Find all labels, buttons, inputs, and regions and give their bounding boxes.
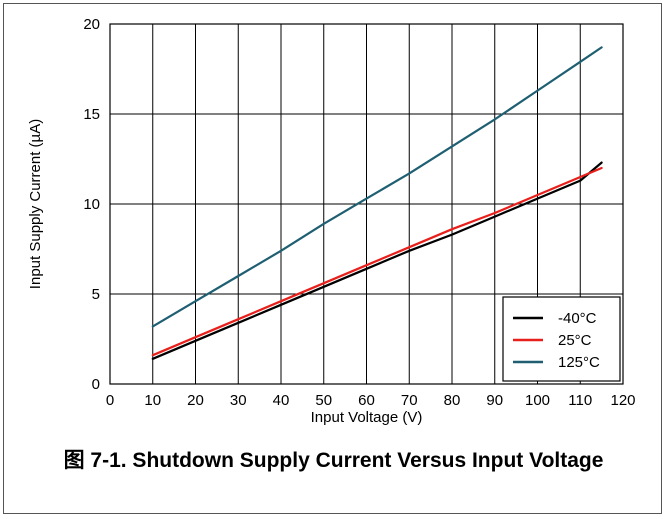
y-tick-label: 10 xyxy=(83,196,100,213)
y-tick-label: 15 xyxy=(83,106,100,123)
x-tick-label: 100 xyxy=(525,392,550,409)
x-tick-label: 0 xyxy=(106,392,114,409)
series-line xyxy=(151,161,603,360)
figure-caption: 图 7-1. Shutdown Supply Current Versus In… xyxy=(63,449,604,472)
y-axis-ticks: 0 5 10 15 20 xyxy=(83,16,100,393)
x-tick-label: 10 xyxy=(144,392,161,409)
y-tick-label: 20 xyxy=(83,16,100,33)
x-tick-label: 60 xyxy=(358,392,375,409)
y-tick-label: 5 xyxy=(92,286,100,303)
plot-border xyxy=(109,23,624,385)
y-tick-label: 0 xyxy=(92,376,100,393)
x-tick-label: 90 xyxy=(486,392,503,409)
x-tick-label: 50 xyxy=(315,392,332,409)
x-tick-label: 70 xyxy=(401,392,418,409)
figure-frame xyxy=(3,3,662,514)
y-axis-label: Input Supply Current (µA) xyxy=(27,119,44,289)
legend-label: 25°C xyxy=(558,332,592,349)
x-tick-label: 120 xyxy=(610,392,635,409)
series-lines xyxy=(151,46,603,360)
x-tick-label: 20 xyxy=(187,392,204,409)
grid xyxy=(110,24,623,384)
legend-label: -40°C xyxy=(558,310,597,327)
x-tick-label: 80 xyxy=(444,392,461,409)
legend: -40°C 25°C 125°C xyxy=(502,296,621,382)
x-tick-label: 110 xyxy=(568,392,592,409)
x-axis-ticks: 0 10 20 30 40 50 60 70 80 90 100 110 120 xyxy=(106,392,636,409)
x-tick-label: 40 xyxy=(273,392,290,409)
x-tick-label: 30 xyxy=(230,392,247,409)
chart: 0 5 10 15 20 0 10 20 30 40 50 60 70 80 90 100 110 120 In… xyxy=(27,16,636,426)
legend-label: 125°C xyxy=(558,354,600,371)
x-axis-label: Input Voltage (V) xyxy=(311,409,423,426)
series-line xyxy=(151,166,603,357)
series-line xyxy=(151,46,603,328)
plot-area xyxy=(109,23,624,385)
